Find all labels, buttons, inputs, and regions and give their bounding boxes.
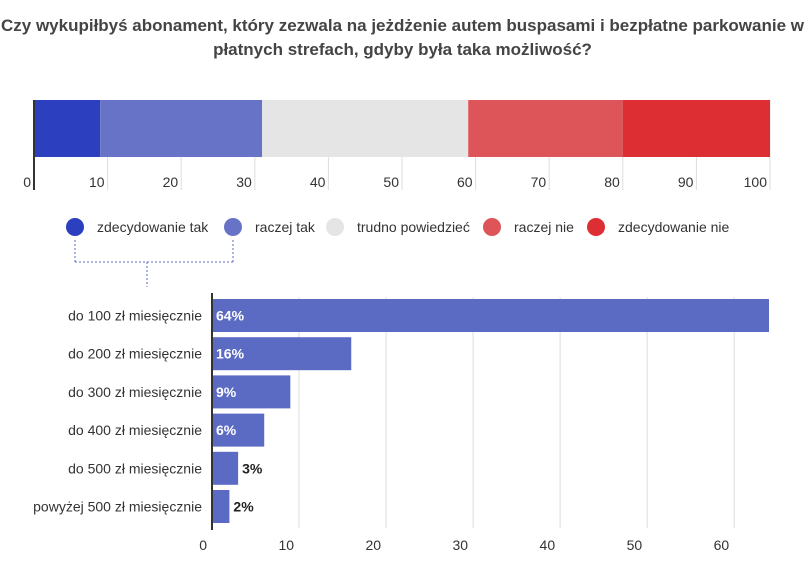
category-label: do 500 zł miesięcznie bbox=[68, 460, 202, 476]
legend-marker-raczej-tak bbox=[224, 218, 242, 236]
stack-tick-label: 10 bbox=[89, 174, 105, 190]
category-label: powyżej 500 zł miesięcznie bbox=[33, 499, 202, 515]
bar-value-label: 3% bbox=[242, 460, 263, 476]
stack-segment-raczej-nie bbox=[468, 100, 623, 157]
category-label: do 300 zł miesięcznie bbox=[68, 384, 202, 400]
legend-label: trudno powiedzieć bbox=[357, 219, 470, 235]
legend-marker-raczej-nie bbox=[483, 218, 501, 236]
stack-tick-label: 80 bbox=[604, 174, 620, 190]
stack-tick-label: 30 bbox=[236, 174, 252, 190]
stack-tick-label: 0 bbox=[23, 174, 31, 190]
chart-title: Czy wykupiłbyś abonament, który zezwala … bbox=[0, 14, 805, 62]
bar-value-label: 2% bbox=[233, 499, 254, 515]
stack-tick-label: 50 bbox=[383, 174, 399, 190]
bar-value-label: 16% bbox=[216, 346, 245, 362]
legend-marker-zdecydowanie-tak bbox=[66, 218, 84, 236]
legend-marker-trudno-powiedzieć bbox=[326, 218, 344, 236]
bar-value-label: 9% bbox=[216, 384, 237, 400]
stack-tick-label: 20 bbox=[163, 174, 179, 190]
bar-value-label: 6% bbox=[216, 422, 237, 438]
bar-tick-label: 60 bbox=[714, 537, 730, 553]
bar-tick-label: 20 bbox=[365, 537, 381, 553]
legend-marker-zdecydowanie-nie bbox=[587, 218, 605, 236]
category-label: do 400 zł miesięcznie bbox=[68, 422, 202, 438]
bar-6 bbox=[212, 490, 230, 523]
stack-tick-label: 70 bbox=[531, 174, 547, 190]
bar-tick-label: 50 bbox=[627, 537, 643, 553]
bar-tick-label: 40 bbox=[540, 537, 556, 553]
stack-segment-zdecydowanie-nie bbox=[622, 100, 770, 157]
stack-segment-zdecydowanie-tak bbox=[34, 100, 101, 157]
legend-label: zdecydowanie nie bbox=[618, 219, 730, 235]
chart-title-line-2: płatnych strefach, gdyby była taka możli… bbox=[213, 40, 592, 59]
chart-title-line-1: Czy wykupiłbyś abonament, który zezwala … bbox=[0, 16, 804, 35]
legend-label: raczej nie bbox=[514, 219, 574, 235]
stack-tick-label: 40 bbox=[310, 174, 326, 190]
stack-tick-label: 90 bbox=[678, 174, 694, 190]
stack-tick-label: 100 bbox=[744, 174, 768, 190]
category-label: do 100 zł miesięcznie bbox=[68, 308, 202, 324]
bar-1 bbox=[212, 299, 769, 332]
bar-5 bbox=[212, 451, 239, 485]
stack-segment-raczej-tak bbox=[100, 100, 263, 157]
bar-tick-label: 10 bbox=[278, 537, 294, 553]
bar-tick-label: 0 bbox=[199, 537, 207, 553]
category-label: do 200 zł miesięcznie bbox=[68, 346, 202, 362]
bar-2 bbox=[212, 337, 352, 371]
stack-tick-label: 60 bbox=[457, 174, 473, 190]
legend-label: zdecydowanie tak bbox=[97, 219, 209, 235]
bar-tick-label: 30 bbox=[453, 537, 469, 553]
bar-value-label: 64% bbox=[216, 308, 245, 324]
legend-label: raczej tak bbox=[255, 219, 316, 235]
bar-3 bbox=[212, 375, 291, 409]
bar-4 bbox=[212, 413, 265, 447]
stack-segment-trudno-powiedzieć bbox=[262, 100, 469, 157]
